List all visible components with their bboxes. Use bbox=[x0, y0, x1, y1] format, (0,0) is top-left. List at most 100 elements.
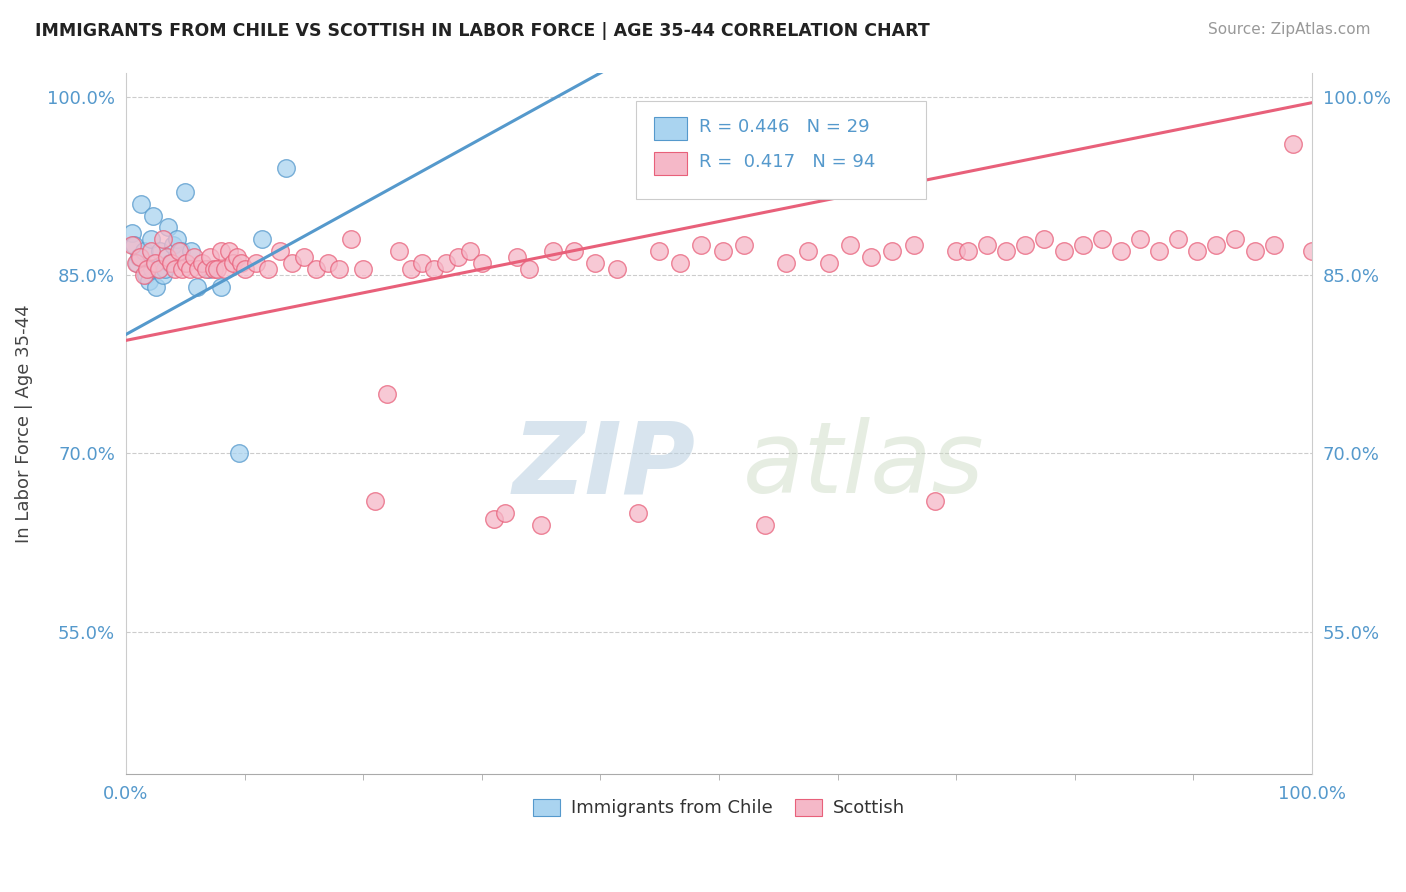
Point bbox=[143, 256, 166, 270]
Point bbox=[1167, 232, 1189, 246]
Point bbox=[1301, 244, 1323, 259]
Point bbox=[1205, 238, 1227, 252]
Text: IMMIGRANTS FROM CHILE VS SCOTTISH IN LABOR FORCE | AGE 35-44 CORRELATION CHART: IMMIGRANTS FROM CHILE VS SCOTTISH IN LAB… bbox=[35, 22, 929, 40]
Point bbox=[163, 262, 186, 277]
Point bbox=[141, 244, 163, 259]
Point bbox=[292, 250, 315, 264]
Point bbox=[141, 262, 163, 277]
Point bbox=[1014, 238, 1036, 252]
Point bbox=[281, 256, 304, 270]
Point bbox=[458, 244, 481, 259]
Point bbox=[228, 446, 250, 460]
Point bbox=[135, 268, 157, 282]
Point bbox=[132, 268, 155, 282]
Point bbox=[316, 256, 339, 270]
Point bbox=[495, 506, 517, 520]
Y-axis label: In Labor Force | Age 35-44: In Labor Force | Age 35-44 bbox=[15, 304, 32, 543]
Point bbox=[159, 256, 181, 270]
Point bbox=[142, 209, 165, 223]
Point bbox=[471, 256, 494, 270]
Text: R = 0.446   N = 29: R = 0.446 N = 29 bbox=[699, 118, 869, 136]
Legend: Immigrants from Chile, Scottish: Immigrants from Chile, Scottish bbox=[526, 791, 912, 825]
Point bbox=[121, 227, 143, 241]
Point bbox=[399, 262, 422, 277]
Point bbox=[148, 262, 170, 277]
Point bbox=[207, 262, 229, 277]
Point bbox=[817, 256, 839, 270]
Point bbox=[128, 250, 150, 264]
Point bbox=[1129, 232, 1152, 246]
Point bbox=[269, 244, 291, 259]
Point bbox=[434, 256, 457, 270]
Point bbox=[606, 262, 628, 277]
Point bbox=[1109, 244, 1132, 259]
Point bbox=[156, 220, 179, 235]
Point bbox=[1052, 244, 1074, 259]
Point bbox=[186, 280, 208, 294]
Point bbox=[156, 250, 179, 264]
Point bbox=[903, 238, 925, 252]
Point bbox=[179, 262, 201, 277]
Point bbox=[482, 511, 505, 525]
Point bbox=[191, 256, 214, 270]
Point bbox=[648, 244, 671, 259]
Point bbox=[530, 517, 553, 532]
Point bbox=[775, 256, 797, 270]
Point bbox=[159, 256, 181, 270]
Point bbox=[172, 262, 194, 277]
Point bbox=[375, 387, 398, 401]
Point bbox=[153, 262, 176, 277]
Point bbox=[139, 232, 162, 246]
Point bbox=[690, 238, 713, 252]
Point bbox=[209, 244, 232, 259]
Point bbox=[121, 238, 143, 252]
Point bbox=[733, 238, 755, 252]
Point bbox=[669, 256, 692, 270]
Point bbox=[222, 256, 245, 270]
Point bbox=[174, 185, 197, 199]
Point bbox=[352, 262, 374, 277]
Text: R =  0.417   N = 94: R = 0.417 N = 94 bbox=[699, 153, 875, 171]
Point bbox=[1147, 244, 1170, 259]
Point bbox=[146, 262, 169, 277]
Point bbox=[882, 244, 904, 259]
Point bbox=[1243, 244, 1265, 259]
Point bbox=[1281, 137, 1303, 152]
Point bbox=[229, 256, 252, 270]
Point bbox=[233, 262, 256, 277]
Point bbox=[627, 506, 650, 520]
Point bbox=[145, 280, 167, 294]
Point bbox=[132, 244, 155, 259]
Point bbox=[995, 244, 1018, 259]
Point bbox=[131, 196, 153, 211]
Point bbox=[388, 244, 411, 259]
Point bbox=[152, 268, 174, 282]
Point bbox=[1091, 232, 1114, 246]
Point bbox=[517, 262, 540, 277]
Point bbox=[305, 262, 328, 277]
Point bbox=[183, 250, 205, 264]
Point bbox=[956, 244, 979, 259]
Point bbox=[124, 238, 146, 252]
Point bbox=[924, 493, 946, 508]
Point bbox=[340, 232, 363, 246]
FancyBboxPatch shape bbox=[636, 101, 927, 199]
Point bbox=[138, 274, 160, 288]
Point bbox=[225, 250, 247, 264]
Point bbox=[945, 244, 967, 259]
Point bbox=[328, 262, 350, 277]
FancyBboxPatch shape bbox=[654, 117, 688, 139]
Point bbox=[169, 244, 191, 259]
Point bbox=[202, 262, 225, 277]
Point bbox=[839, 238, 862, 252]
Point bbox=[128, 250, 150, 264]
Point bbox=[166, 232, 188, 246]
Point bbox=[214, 262, 236, 277]
Point bbox=[125, 256, 148, 270]
Point bbox=[149, 244, 172, 259]
Point bbox=[218, 244, 240, 259]
Point bbox=[423, 262, 446, 277]
Point bbox=[167, 244, 190, 259]
FancyBboxPatch shape bbox=[654, 153, 688, 175]
Point bbox=[506, 250, 529, 264]
